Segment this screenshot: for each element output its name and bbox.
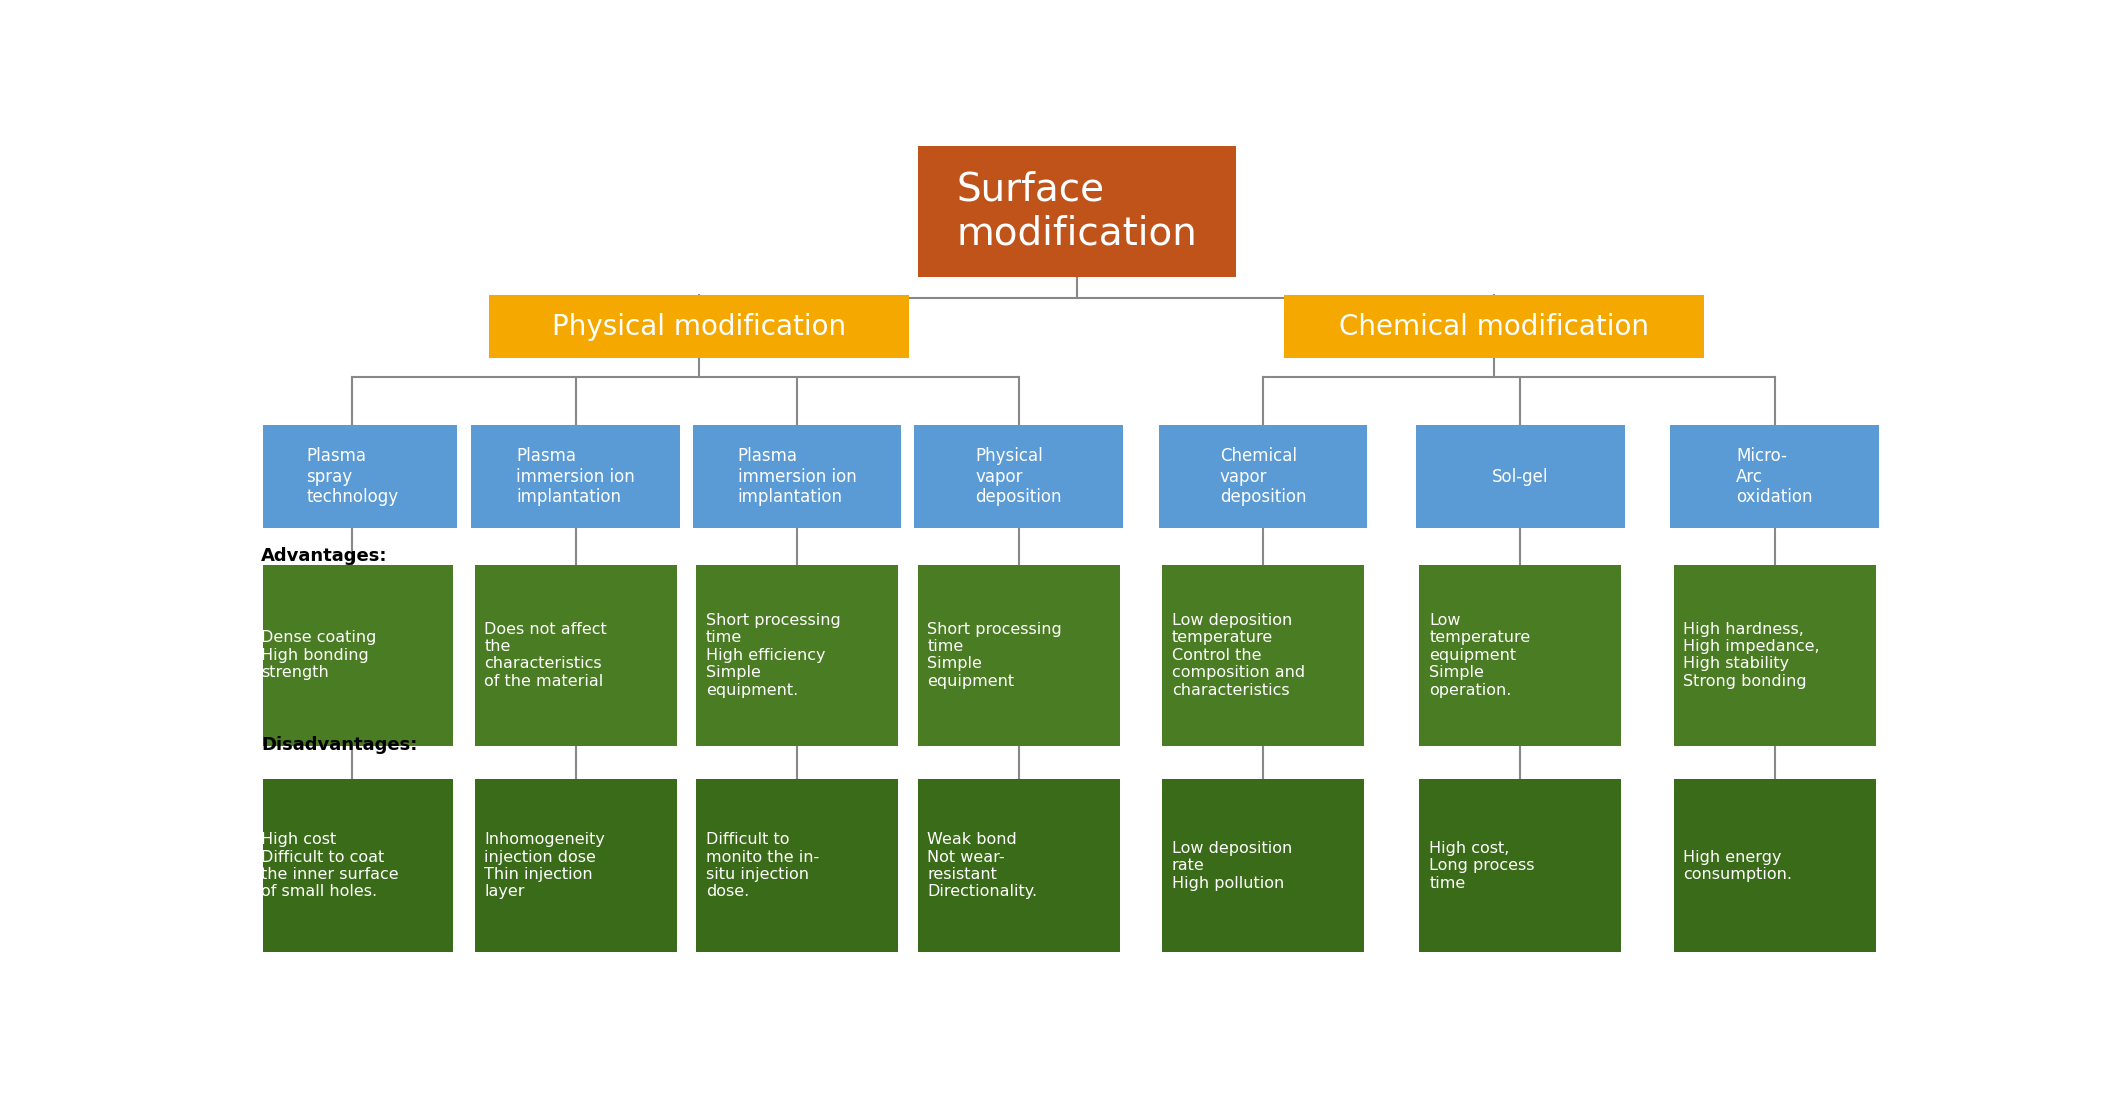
Text: Low
temperature
equipment
Simple
operation.: Low temperature equipment Simple operati…	[1429, 613, 1530, 698]
FancyBboxPatch shape	[694, 426, 902, 528]
FancyBboxPatch shape	[252, 780, 454, 952]
Text: Sol-gel: Sol-gel	[1492, 467, 1549, 486]
FancyBboxPatch shape	[471, 426, 679, 528]
Text: Short processing
time
High efficiency
Simple
equipment.: Short processing time High efficiency Si…	[706, 613, 841, 698]
Text: Weak bond
Not wear-
resistant
Directionality.: Weak bond Not wear- resistant Directiona…	[927, 833, 1038, 899]
FancyBboxPatch shape	[1417, 426, 1625, 528]
Text: Dense coating
High bonding
strength: Dense coating High bonding strength	[261, 630, 376, 680]
Text: Surface
modification: Surface modification	[956, 171, 1198, 253]
FancyBboxPatch shape	[696, 565, 898, 746]
FancyBboxPatch shape	[919, 565, 1120, 746]
Text: High energy
consumption.: High energy consumption.	[1684, 850, 1793, 882]
Text: Plasma
immersion ion
implantation: Plasma immersion ion implantation	[738, 446, 856, 507]
FancyBboxPatch shape	[490, 295, 910, 359]
FancyBboxPatch shape	[1162, 780, 1364, 952]
Text: Short processing
time
Simple
equipment: Short processing time Simple equipment	[927, 621, 1062, 689]
Text: Chemical modification: Chemical modification	[1339, 313, 1650, 340]
Text: Difficult to
monito the in-
situ injection
dose.: Difficult to monito the in- situ injecti…	[706, 833, 820, 899]
FancyBboxPatch shape	[252, 565, 454, 746]
Text: Disadvantages:: Disadvantages:	[261, 735, 418, 754]
FancyBboxPatch shape	[475, 565, 677, 746]
Text: Physical
vapor
deposition: Physical vapor deposition	[975, 446, 1062, 507]
Text: Plasma
immersion ion
implantation: Plasma immersion ion implantation	[517, 446, 635, 507]
FancyBboxPatch shape	[919, 780, 1120, 952]
FancyBboxPatch shape	[475, 780, 677, 952]
FancyBboxPatch shape	[1162, 565, 1364, 746]
FancyBboxPatch shape	[1284, 295, 1705, 359]
Text: Low deposition
rate
High pollution: Low deposition rate High pollution	[1171, 841, 1293, 891]
Text: Plasma
spray
technology: Plasma spray technology	[307, 446, 399, 507]
FancyBboxPatch shape	[914, 426, 1122, 528]
FancyBboxPatch shape	[248, 426, 456, 528]
Text: Advantages:: Advantages:	[261, 547, 387, 565]
Text: High cost
Difficult to coat
the inner surface
of small holes.: High cost Difficult to coat the inner su…	[261, 833, 399, 899]
FancyBboxPatch shape	[1419, 565, 1621, 746]
FancyBboxPatch shape	[1158, 426, 1366, 528]
FancyBboxPatch shape	[696, 780, 898, 952]
FancyBboxPatch shape	[1673, 565, 1875, 746]
Text: Micro-
Arc
oxidation: Micro- Arc oxidation	[1736, 446, 1812, 507]
FancyBboxPatch shape	[1671, 426, 1879, 528]
Text: Physical modification: Physical modification	[553, 313, 847, 340]
Text: High hardness,
High impedance,
High stability
Strong bonding: High hardness, High impedance, High stab…	[1684, 621, 1820, 689]
Text: Does not affect
the
characteristics
of the material: Does not affect the characteristics of t…	[483, 621, 607, 689]
FancyBboxPatch shape	[919, 146, 1236, 277]
FancyBboxPatch shape	[1419, 780, 1621, 952]
Text: Chemical
vapor
deposition: Chemical vapor deposition	[1219, 446, 1305, 507]
FancyBboxPatch shape	[1673, 780, 1875, 952]
Text: High cost,
Long process
time: High cost, Long process time	[1429, 841, 1534, 891]
Text: Inhomogeneity
injection dose
Thin injection
layer: Inhomogeneity injection dose Thin inject…	[483, 833, 605, 899]
Text: Low deposition
temperature
Control the
composition and
characteristics: Low deposition temperature Control the c…	[1171, 613, 1305, 698]
